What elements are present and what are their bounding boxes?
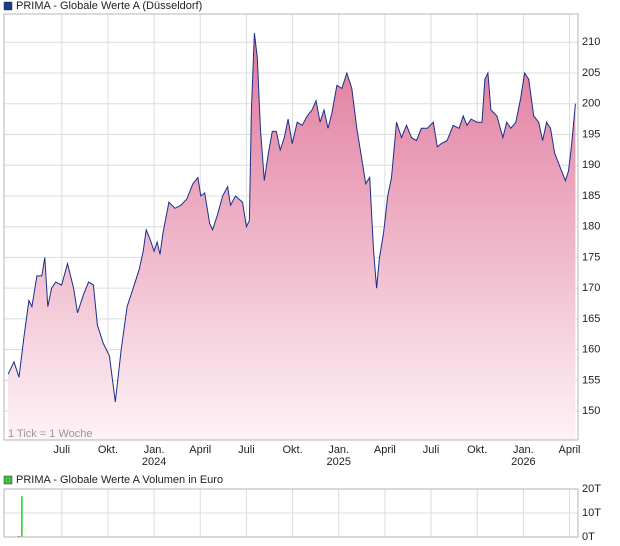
x-tick-label: Jan. — [144, 444, 165, 456]
y-tick-label: 205 — [582, 67, 600, 79]
y-tick-label: 195 — [582, 128, 600, 140]
plot-frame — [3, 488, 579, 538]
x-tick-label: Okt. — [282, 444, 302, 456]
x-tick-label: Juli — [238, 444, 255, 456]
y-tick-label: 210 — [582, 36, 600, 48]
y-tick-label: 20T — [582, 483, 601, 495]
y-tick-label: 170 — [582, 282, 600, 294]
x-tick-label: Okt. — [98, 444, 118, 456]
price-area — [8, 33, 576, 440]
y-tick-label: 160 — [582, 344, 600, 356]
x-tick-label: Okt. — [467, 444, 487, 456]
chart-title: PRIMA - Globale Werte A Volumen in Euro — [16, 474, 223, 486]
year-label: 2025 — [326, 456, 350, 468]
y-tick-label: 175 — [582, 251, 600, 263]
x-tick-label: Juli — [54, 444, 71, 456]
y-tick-label: 10T — [582, 507, 601, 519]
price-line — [7, 33, 576, 402]
y-tick-label: 200 — [582, 98, 600, 110]
annotation: 1 Tick = 1 Woche — [8, 428, 92, 440]
volume-bar — [21, 496, 23, 537]
x-tick-label: April — [189, 444, 211, 456]
chart-title: PRIMA - Globale Werte A (Düsseldorf) — [16, 0, 202, 12]
y-tick-label: 190 — [582, 159, 600, 171]
y-tick-label: 0T — [582, 531, 595, 543]
y-tick-label: 180 — [582, 221, 600, 233]
plot-frame — [3, 13, 579, 441]
x-tick-label: April — [374, 444, 396, 456]
y-tick-label: 185 — [582, 190, 600, 202]
y-tick-label: 155 — [582, 374, 600, 386]
year-label: 2024 — [142, 456, 166, 468]
legend-swatch — [3, 475, 13, 485]
x-tick-label: Juli — [423, 444, 440, 456]
x-tick-label: Jan. — [328, 444, 349, 456]
year-label: 2026 — [511, 456, 535, 468]
x-tick-label: April — [558, 444, 580, 456]
y-tick-label: 165 — [582, 313, 600, 325]
y-tick-label: 150 — [582, 405, 600, 417]
legend-swatch — [3, 1, 13, 11]
x-tick-label: Jan. — [513, 444, 534, 456]
